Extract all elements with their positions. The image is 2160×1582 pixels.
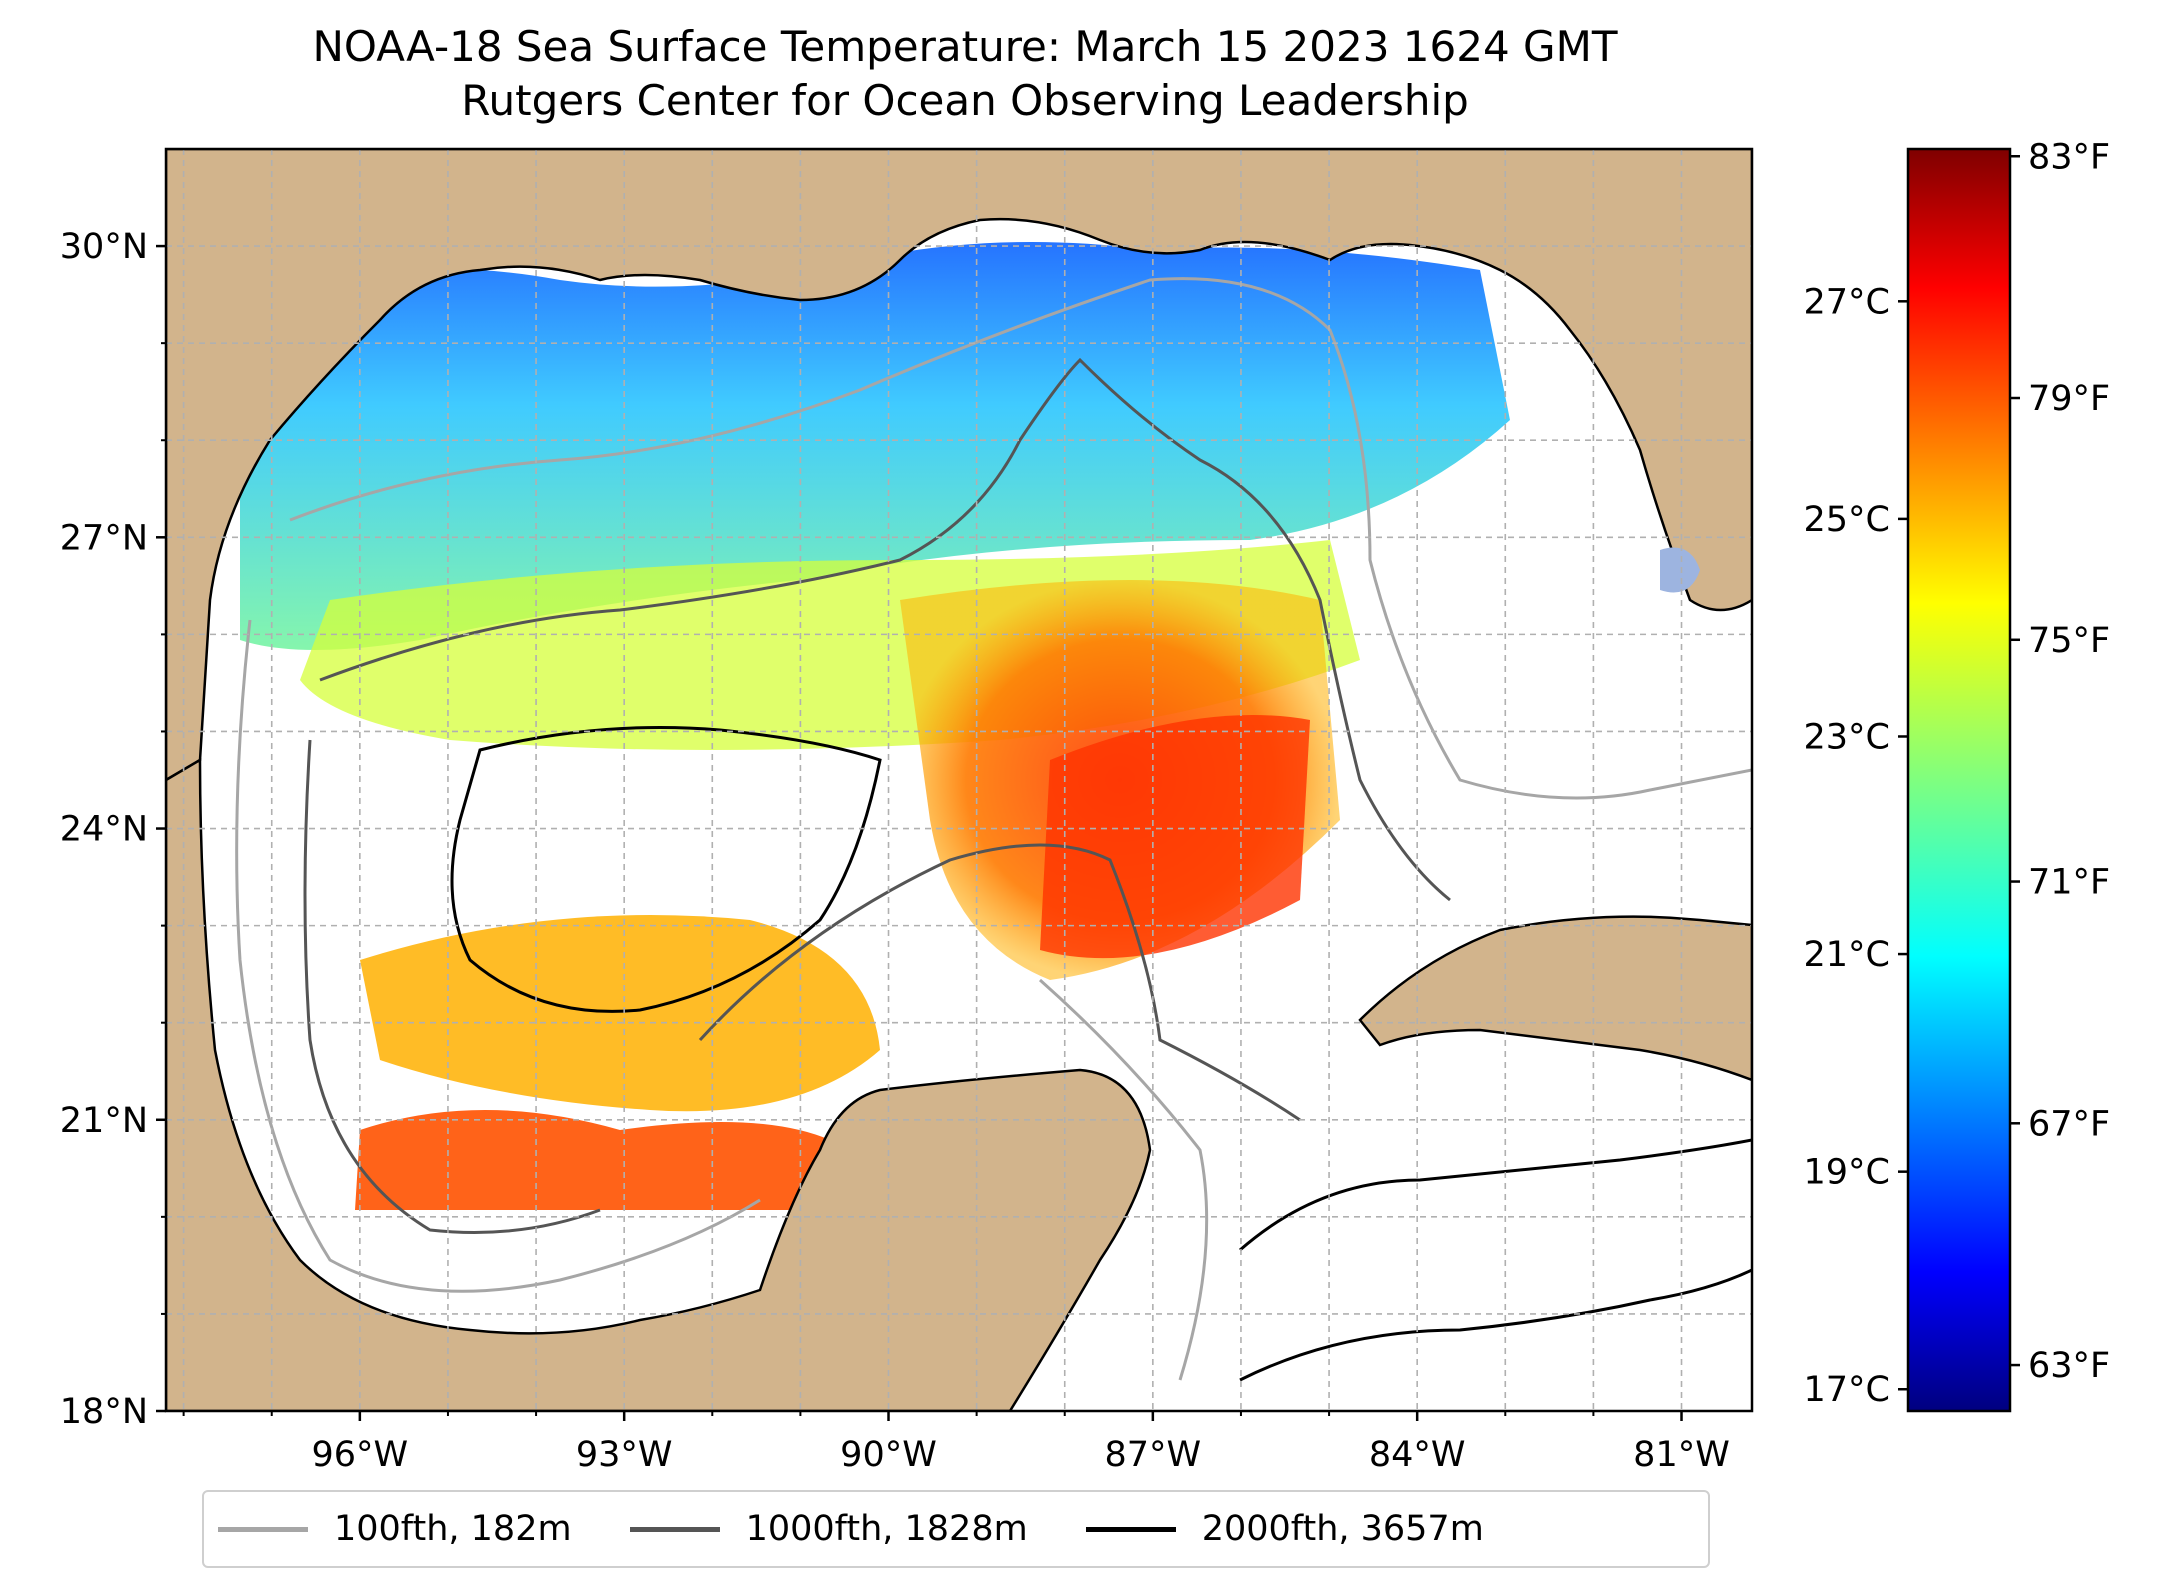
- cuba-land: [1358, 915, 1752, 1082]
- isobath-contours: [235, 277, 1752, 1382]
- fahrenheit-tick-label: 79°F: [2028, 379, 2110, 419]
- legend-label-1000fth: 1000fth, 1828m: [745, 1509, 1028, 1549]
- isobath-1000fth: [303, 357, 1451, 1234]
- lon-tick-label: 81°W: [1633, 1435, 1730, 1475]
- lat-tick-label: 30°N: [60, 227, 148, 267]
- mexico-gulf-coast-land: [166, 757, 1152, 1411]
- map-axis-ticks: 18°N 21°N 24°N 27°N 30°N 96°W 93°W 90°W 87°W 84°W…: [60, 227, 1730, 1475]
- isobath-legend: 100fth, 182m 1000fth, 1828m 2000fth, 365…: [202, 1490, 1710, 1568]
- legend-label-2000fth: 2000fth, 3657m: [1201, 1509, 1484, 1549]
- lat-tick-label: 18°N: [60, 1392, 148, 1432]
- legend-item-100fth: 100fth, 182m: [218, 1509, 572, 1549]
- legend-swatch-100fth: [218, 1526, 308, 1532]
- lat-tick-label: 21°N: [60, 1101, 148, 1141]
- lat-tick-label: 27°N: [60, 518, 148, 558]
- sst-field: [240, 149, 1700, 1210]
- map-frame: [164, 147, 1754, 1413]
- map-title: NOAA-18 Sea Surface Temperature: March 1…: [312, 22, 1618, 71]
- fahrenheit-tick-label: 67°F: [2028, 1104, 2110, 1144]
- lon-tick-label: 90°W: [840, 1435, 937, 1475]
- legend-swatch-2000fth: [1085, 1526, 1176, 1532]
- lon-tick-label: 96°W: [312, 1435, 409, 1475]
- legend-label-100fth: 100fth, 182m: [334, 1509, 572, 1549]
- legend-item-2000fth: 2000fth, 3657m: [1085, 1509, 1484, 1549]
- map-gridlines: [166, 149, 1752, 1411]
- lat-tick-label: 24°N: [60, 810, 148, 850]
- legend-swatch-1000fth: [629, 1526, 720, 1532]
- lon-tick-label: 87°W: [1105, 1435, 1202, 1475]
- celsius-tick-label: 17°C: [1804, 1370, 1890, 1410]
- us-gulf-coast-land: [166, 149, 1752, 782]
- colorbar: [1906, 147, 2012, 1413]
- celsius-tick-label: 27°C: [1804, 282, 1890, 322]
- celsius-tick-label: 19°C: [1804, 1153, 1890, 1193]
- fahrenheit-tick-label: 75°F: [2028, 621, 2110, 661]
- celsius-tick-label: 21°C: [1804, 935, 1890, 975]
- lon-tick-label: 93°W: [576, 1435, 673, 1475]
- fahrenheit-tick-label: 83°F: [2028, 137, 2110, 177]
- legend-item-1000fth: 1000fth, 1828m: [629, 1509, 1028, 1549]
- celsius-tick-label: 23°C: [1804, 717, 1890, 757]
- lake-okeechobee: [1660, 547, 1700, 593]
- colorbar-ticks: 17°C 19°C 21°C 23°C 25°C 27°C 63°F 67°F 71°F 75°F…: [1804, 137, 2111, 1410]
- map-plot-area: [166, 149, 1752, 1411]
- fahrenheit-tick-label: 63°F: [2028, 1346, 2110, 1386]
- map-subtitle: Rutgers Center for Ocean Observing Leade…: [461, 76, 1469, 125]
- land-masses: [166, 149, 1752, 1411]
- celsius-tick-label: 25°C: [1804, 500, 1890, 540]
- lon-tick-label: 84°W: [1369, 1435, 1466, 1475]
- isobath-100fth: [235, 277, 1752, 1381]
- fahrenheit-tick-label: 71°F: [2028, 863, 2110, 903]
